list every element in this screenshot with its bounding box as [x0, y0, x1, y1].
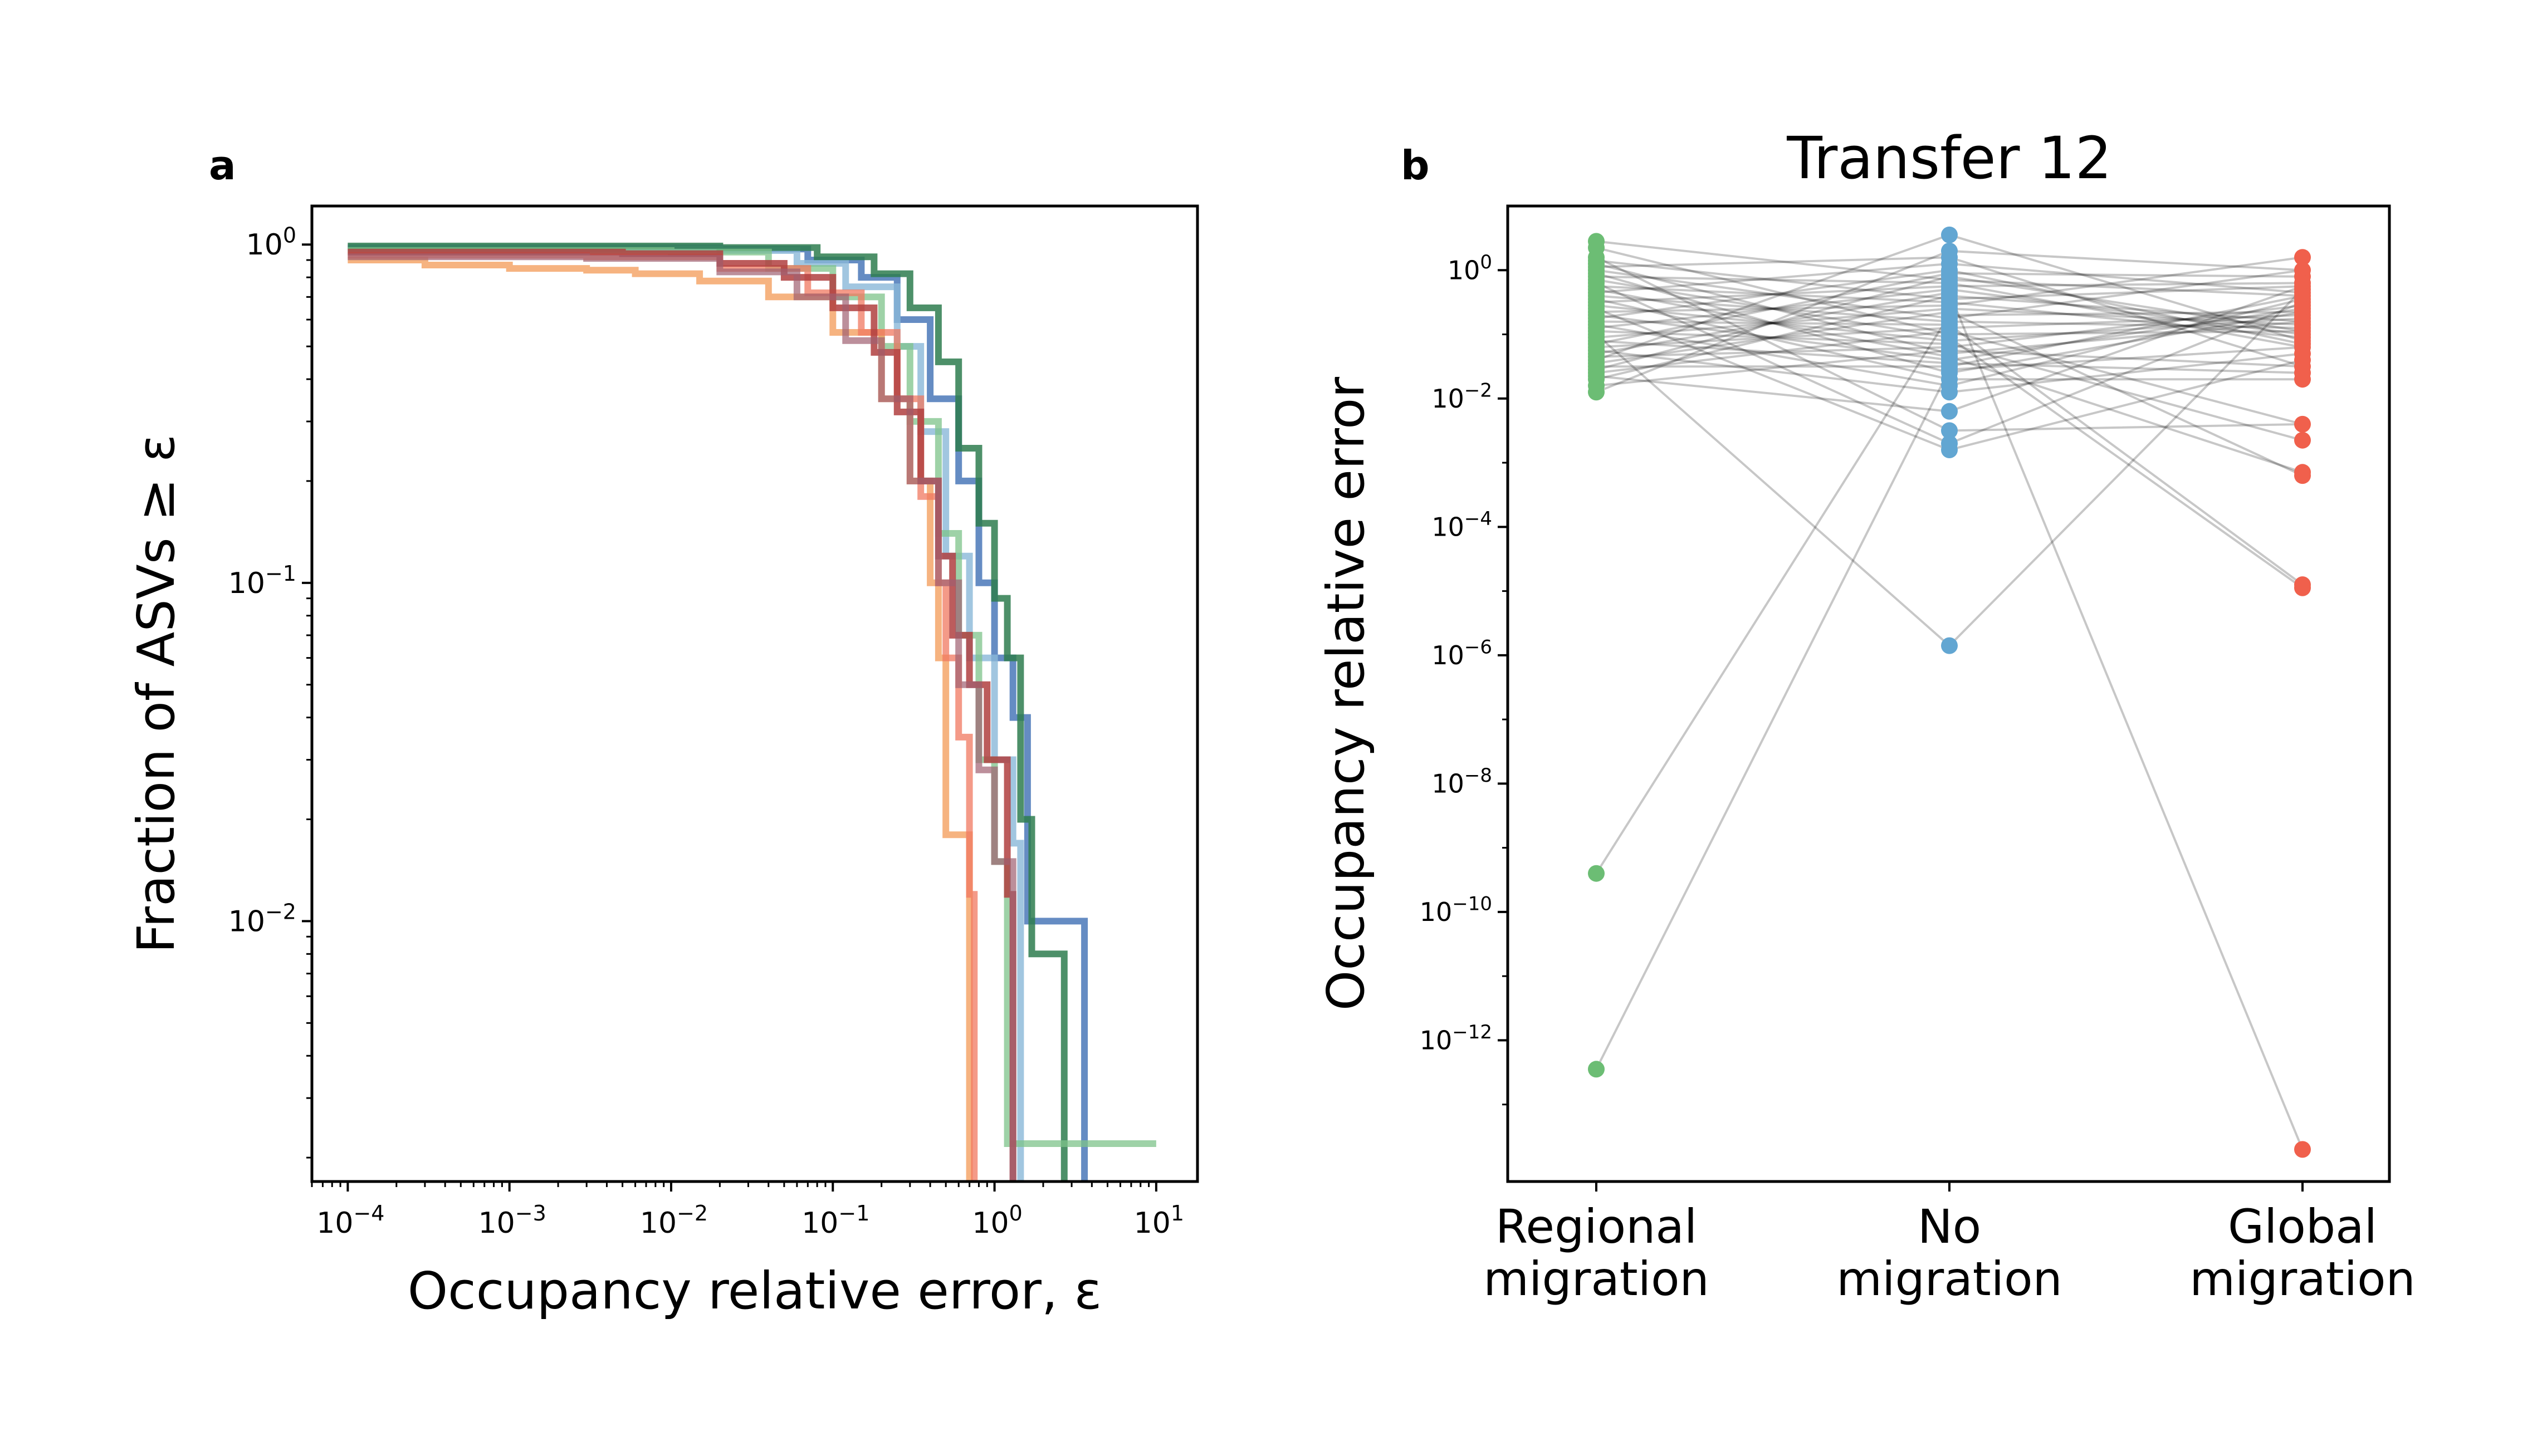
point-no	[1941, 403, 1958, 420]
x-tick-label: 10−3	[478, 1201, 546, 1240]
panel-a-y-axis-label: Fraction of ASVs ≥ ε	[126, 434, 186, 953]
point-no	[1941, 226, 1958, 243]
panel-b-points	[1588, 226, 2311, 1158]
point-global	[2294, 432, 2311, 449]
panel-b-letter: b	[1401, 142, 1430, 189]
point-no	[1941, 637, 1958, 654]
y-tick-label: 10−4	[1431, 508, 1492, 542]
point-no	[1941, 384, 1958, 401]
point-no	[1941, 442, 1958, 458]
point-global	[2294, 371, 2311, 388]
point-global	[2294, 467, 2311, 484]
category-label: Regional migration	[1483, 1199, 1709, 1306]
category-label: Global migration	[2189, 1199, 2415, 1306]
panel-a-y-ticks: 100 10−1 10−2	[228, 223, 312, 1159]
panel-b-y-axis-label: Occupancy relative error	[1316, 377, 1376, 1011]
point-regional	[1588, 865, 1605, 882]
curve-series-4	[348, 247, 1156, 1147]
point-global	[2294, 249, 2311, 266]
point-global	[2294, 1141, 2311, 1158]
panel-a-curves	[348, 242, 1156, 1182]
x-tick-label: 10−2	[640, 1201, 708, 1240]
x-tick-label: 10−4	[316, 1201, 384, 1240]
y-tick-label: 10−1	[228, 561, 296, 600]
curve-series-5	[348, 257, 973, 1182]
panel-b-x-ticks: Regional migration No migration Global migrat…	[1483, 1182, 2416, 1306]
panel-b-y-ticks: 100 10−2 10−4 10−6 10−8 10−10 10−12	[1420, 251, 1508, 1106]
point-regional	[1588, 1061, 1605, 1078]
x-tick-label: 101	[1134, 1201, 1184, 1240]
curve-series-8	[348, 253, 1016, 1182]
panel-a-x-ticks: 10−4 10−3 10−2 10−1 100 101	[311, 1182, 1184, 1240]
y-tick-label: 10−2	[228, 900, 296, 939]
point-no	[1941, 422, 1958, 439]
x-tick-label: 100	[972, 1201, 1022, 1240]
point-regional	[1588, 384, 1605, 401]
y-tick-label: 10−6	[1431, 636, 1492, 670]
y-tick-label: 10−10	[1420, 893, 1492, 927]
panel-b-title: Transfer 12	[1786, 124, 2112, 192]
panel-b: b Transfer 12 10010−210−410−610−810−1010…	[1316, 124, 2416, 1306]
connecting-line	[1596, 291, 2304, 1150]
panel-a-frame	[310, 204, 1199, 1183]
category-label: No migration	[1836, 1199, 2062, 1306]
panel-a: a 10−4 10−3 10−2 10−1 100 101 100 10−1 10−2 Occ…	[126, 142, 1199, 1321]
point-global	[2294, 415, 2311, 433]
panel-a-letter: a	[209, 142, 236, 189]
point-global	[2294, 579, 2311, 596]
y-tick-label: 100	[246, 223, 296, 262]
curve-series-2	[348, 246, 1024, 1182]
panel-a-x-axis-label: Occupancy relative error, ε	[408, 1261, 1102, 1321]
curve-series-7	[348, 248, 1016, 1182]
x-tick-label: 10−1	[801, 1201, 869, 1240]
curve-series-3	[348, 242, 1068, 1182]
y-tick-label: 100	[1448, 251, 1492, 285]
y-tick-label: 10−12	[1420, 1021, 1492, 1055]
y-tick-label: 10−8	[1431, 764, 1492, 798]
y-tick-label: 10−2	[1431, 379, 1492, 413]
